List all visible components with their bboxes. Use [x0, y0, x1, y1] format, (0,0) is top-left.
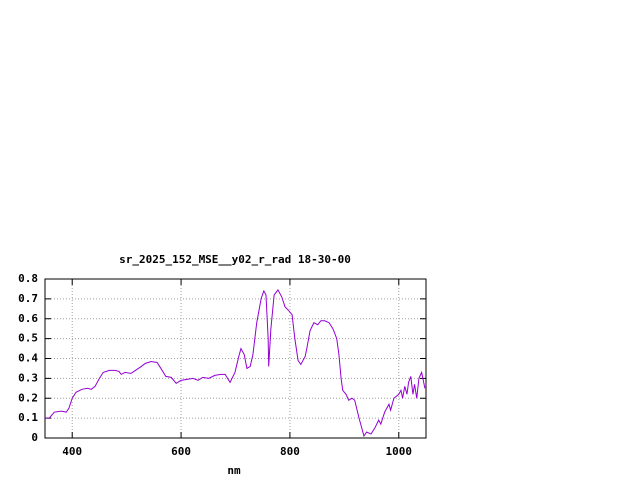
y-tick-label: 0.1	[18, 411, 38, 424]
data-line	[45, 289, 426, 438]
y-tick-label: 0	[31, 431, 38, 444]
y-tick-label: 0.7	[18, 292, 38, 305]
x-tick-label: 1000	[386, 445, 413, 458]
y-tick-label: 0.5	[18, 332, 38, 345]
y-tick-label: 0.6	[18, 312, 38, 325]
x-tick-label: 400	[62, 445, 82, 458]
x-tick-label: 600	[171, 445, 191, 458]
y-tick-label: 0.8	[18, 272, 38, 285]
y-tick-label: 0.3	[18, 371, 38, 384]
y-tick-label: 0.2	[18, 391, 38, 404]
y-tick-label: 0.4	[18, 352, 38, 365]
x-tick-label: 800	[280, 445, 300, 458]
x-axis-label: nm	[227, 464, 241, 477]
plot-border	[44, 278, 427, 439]
chart-title: sr_2025_152_MSE__y02_r_rad 18-30-00	[119, 253, 351, 266]
